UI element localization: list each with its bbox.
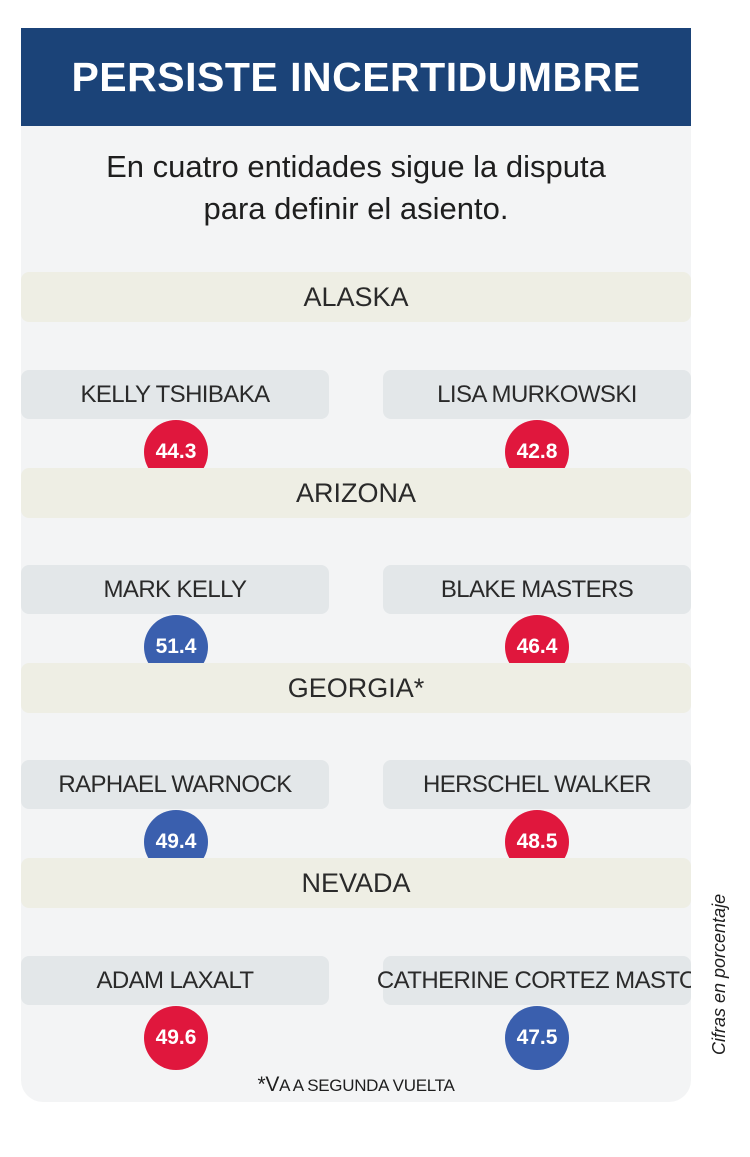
subtitle-line-1: En cuatro entidades sigue la disputa xyxy=(106,149,606,184)
infographic-card: PERSISTE INCERTIDUMBRE En cuatro entidad… xyxy=(21,28,691,1102)
state-bar-nevada: NEVADA xyxy=(21,858,691,908)
percentage-badge: 47.5 xyxy=(505,1006,569,1070)
state-bar-alaska: ALASKA xyxy=(21,272,691,322)
candidate-name-box: HERSCHEL WALKER xyxy=(383,760,691,809)
units-note: Cifras en porcentaje xyxy=(709,893,729,1055)
candidate-name-box: CATHERINE CORTEZ MASTO xyxy=(377,956,691,1005)
state-bar-arizona: ARIZONA xyxy=(21,468,691,518)
runoff-footnote: *Va a segunda vuelta xyxy=(21,1073,691,1097)
candidate-name-box: ADAM LAXALT xyxy=(21,956,329,1005)
candidate-name-box: RAPHAEL WARNOCK xyxy=(21,760,329,809)
candidate-name-box: MARK KELLY xyxy=(21,565,329,614)
footnote-text: a a segunda vuelta xyxy=(279,1076,455,1095)
percentage-badge: 49.6 xyxy=(144,1006,208,1070)
state-bar-georgia: GEORGIA* xyxy=(21,663,691,713)
subtitle: En cuatro entidades sigue la disputa par… xyxy=(21,146,691,230)
subtitle-line-2: para definir el asiento. xyxy=(203,191,509,226)
candidate-name-box: BLAKE MASTERS xyxy=(383,565,691,614)
header-title: PERSISTE INCERTIDUMBRE xyxy=(21,28,691,126)
candidate-name-box: LISA MURKOWSKI xyxy=(383,370,691,419)
candidate-name-box: KELLY TSHIBAKA xyxy=(21,370,329,419)
footnote-prefix: *V xyxy=(257,1073,280,1096)
